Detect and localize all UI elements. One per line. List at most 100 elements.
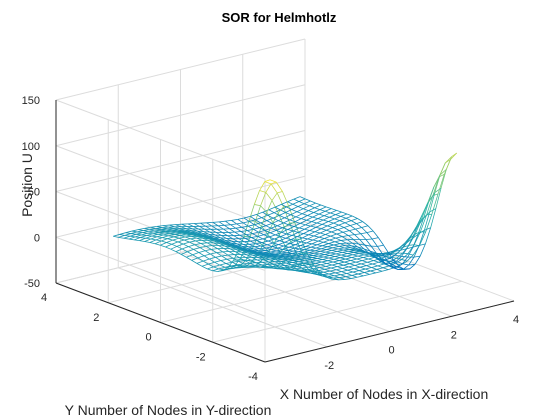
- mesh-line: [348, 266, 355, 270]
- mesh-line: [445, 159, 451, 164]
- mesh-line: [307, 215, 313, 218]
- mesh-line: [416, 218, 424, 228]
- mesh-line: [192, 226, 199, 230]
- mesh-line: [382, 252, 389, 254]
- mesh-line: [304, 203, 310, 207]
- mesh-line: [168, 235, 174, 238]
- mesh-line: [346, 213, 353, 217]
- mesh-line: [353, 252, 360, 255]
- mesh-line: [271, 247, 278, 251]
- mesh-line: [334, 240, 342, 243]
- mesh-line: [329, 214, 336, 218]
- mesh-line: [160, 230, 166, 232]
- mesh-line: [269, 253, 275, 255]
- mesh-line: [355, 227, 362, 230]
- mesh-line: [167, 238, 173, 241]
- mesh-line: [309, 249, 316, 252]
- mesh-line: [164, 232, 170, 235]
- mesh-line: [357, 275, 364, 278]
- mesh-line: [277, 256, 284, 259]
- mesh-line: [335, 252, 343, 255]
- mesh-line: [299, 259, 305, 262]
- mesh-line: [227, 254, 234, 259]
- mesh-line: [360, 233, 367, 240]
- mesh-line: [262, 261, 268, 265]
- mesh-line: [408, 264, 415, 266]
- mesh-line: [253, 190, 260, 205]
- mesh-line: [211, 248, 218, 250]
- mesh-line: [305, 246, 311, 248]
- mesh-line: [332, 245, 340, 249]
- mesh-line: [268, 234, 276, 238]
- mesh-line: [268, 254, 274, 256]
- mesh-line: [199, 225, 205, 230]
- mesh-line: [199, 245, 207, 248]
- x-tick-label: -2: [324, 360, 334, 372]
- mesh-line: [135, 236, 141, 238]
- mesh-line: [335, 272, 341, 276]
- mesh-line: [325, 210, 331, 214]
- mesh-line: [363, 274, 370, 277]
- mesh-line: [387, 250, 394, 253]
- mesh-line: [320, 249, 327, 252]
- mesh-line: [140, 237, 146, 239]
- mesh-line: [177, 239, 185, 243]
- mesh-line: [200, 242, 208, 244]
- mesh-line: [318, 270, 324, 273]
- mesh-line: [346, 242, 352, 247]
- mesh-line: [362, 221, 369, 227]
- mesh-line: [417, 218, 424, 235]
- mesh-line: [254, 205, 261, 222]
- mesh-line: [291, 206, 299, 210]
- mesh-line: [207, 266, 214, 270]
- mesh-line: [356, 257, 364, 260]
- mesh-line: [343, 249, 349, 252]
- mesh-line: [217, 239, 223, 243]
- mesh-line: [139, 237, 146, 242]
- mesh-line: [408, 244, 415, 246]
- mesh-line: [238, 238, 245, 243]
- mesh-line: [176, 246, 183, 250]
- mesh-line: [284, 217, 290, 221]
- mesh-line: [231, 265, 237, 268]
- mesh-line: [270, 251, 276, 254]
- mesh-line: [219, 238, 225, 243]
- mesh-line: [312, 236, 320, 241]
- mesh-line: [251, 235, 258, 238]
- mesh-line: [416, 214, 423, 228]
- mesh-line: [406, 238, 413, 249]
- grid-line: [108, 241, 358, 304]
- mesh-line: [363, 257, 369, 260]
- mesh-line: [439, 169, 447, 176]
- mesh-line: [337, 266, 343, 269]
- mesh-line: [401, 259, 408, 262]
- mesh-line: [124, 233, 132, 236]
- mesh-line: [302, 237, 308, 240]
- mesh-line: [269, 259, 275, 263]
- mesh-line: [254, 245, 261, 248]
- mesh-line: [235, 251, 241, 255]
- mesh-line: [253, 248, 260, 252]
- mesh-line: [331, 263, 339, 266]
- mesh-line: [159, 231, 165, 234]
- mesh-line: [326, 229, 332, 233]
- mesh-line: [369, 272, 376, 275]
- mesh-line: [310, 200, 316, 204]
- mesh-line: [213, 236, 220, 240]
- mesh-line: [332, 260, 340, 263]
- mesh-line: [204, 236, 211, 239]
- mesh-line: [305, 258, 312, 261]
- grid-line: [55, 221, 306, 284]
- mesh-line: [290, 236, 298, 240]
- mesh-line: [326, 261, 334, 264]
- mesh-line: [288, 244, 296, 248]
- mesh-line: [148, 230, 154, 233]
- mesh-line: [335, 253, 342, 256]
- mesh-line: [327, 258, 335, 262]
- mesh-line: [329, 270, 336, 274]
- mesh-line: [196, 237, 203, 241]
- mesh-line: [338, 261, 345, 264]
- mesh-line: [329, 255, 336, 257]
- mesh-line: [359, 239, 366, 246]
- mesh-line: [195, 239, 202, 242]
